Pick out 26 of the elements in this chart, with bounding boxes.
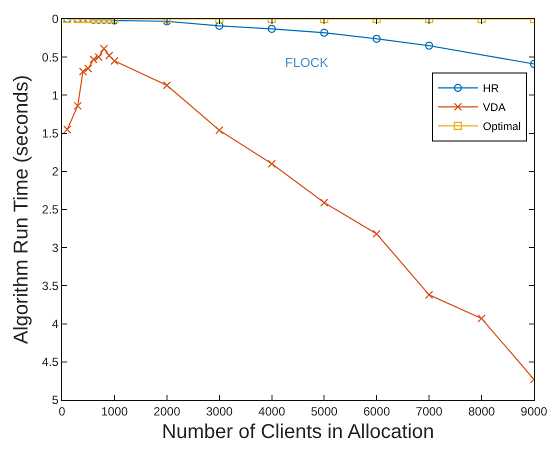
y-tick-label: 3 [52, 240, 59, 255]
y-tick-label: 0 [52, 12, 59, 26]
x-tick-label: 3000 [206, 404, 233, 418]
x-tick-label: 5000 [310, 404, 338, 418]
legend-label: HR [482, 83, 499, 96]
y-tick-label: 4.5 [42, 355, 59, 370]
y-tick-label: 1 [52, 88, 59, 102]
legend-label: Optimal [482, 121, 521, 134]
x-tick-label: 9000 [520, 404, 548, 418]
x-tick-label: 6000 [363, 404, 390, 418]
y-tick-label: 1.5 [42, 126, 59, 140]
y-tick-label: 5 [52, 393, 59, 408]
y-tick-label: 4 [52, 317, 59, 331]
y-tick-label: 2.5 [42, 202, 59, 217]
annotation: FLOCK [285, 55, 329, 70]
x-axis-title: Number of Clients in Allocation [162, 420, 434, 443]
x-tick-label: 8000 [468, 404, 496, 418]
y-axis-title: Algorithm Run Time (seconds) [10, 75, 32, 344]
x-tick-label: 7000 [416, 404, 443, 418]
x-tick-label: 2000 [154, 404, 181, 418]
y-tick-label: 3.5 [42, 278, 59, 293]
legend-label: VDA [482, 102, 506, 114]
x-tick-label: 4000 [258, 404, 286, 418]
y-tick-label: 0.5 [42, 50, 59, 64]
y-tick-label: 2 [52, 164, 59, 179]
x-tick-label: 1000 [101, 404, 128, 418]
